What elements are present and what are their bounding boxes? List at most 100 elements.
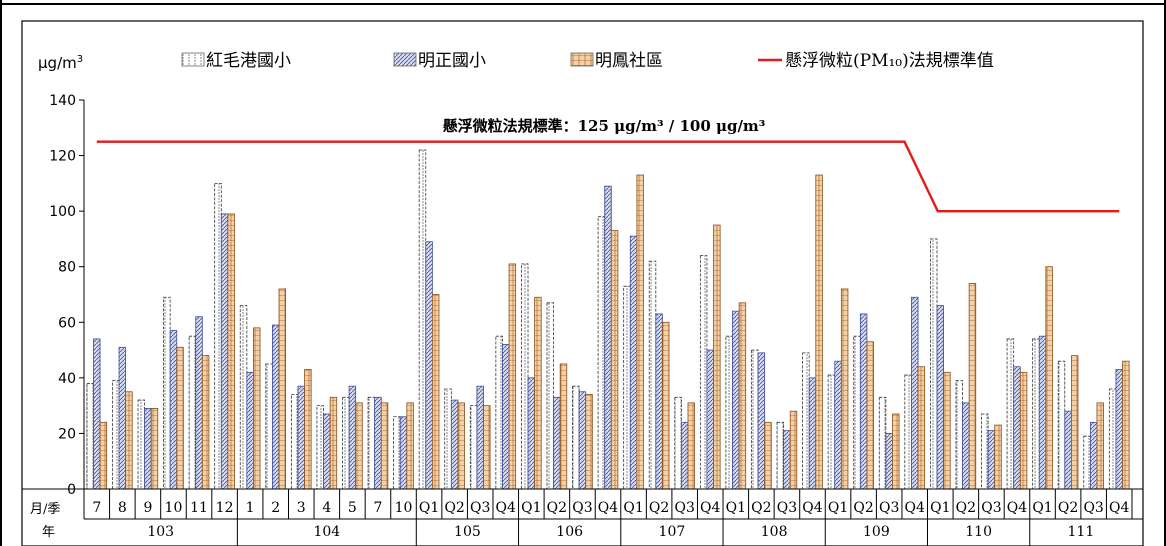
x-tick-label: 1	[246, 500, 255, 516]
bar	[834, 360, 842, 490]
bar	[629, 235, 638, 490]
x-tick-label: Q2	[1058, 500, 1078, 516]
bar	[597, 216, 606, 490]
bar	[112, 380, 120, 490]
bar	[853, 335, 861, 490]
year-label: 104	[313, 524, 340, 540]
bar	[380, 402, 389, 490]
bar	[444, 388, 452, 490]
bar	[278, 288, 287, 490]
bar	[827, 374, 836, 490]
bar	[1083, 435, 1091, 490]
bar	[469, 405, 478, 490]
x-tick-label: 12	[216, 500, 234, 516]
bar	[272, 324, 280, 490]
bar	[450, 399, 459, 490]
x-tick-label: Q2	[649, 500, 669, 516]
x-tick-label: Q4	[802, 500, 822, 516]
bar	[1089, 421, 1098, 490]
x-tick-label: Q2	[547, 500, 567, 516]
bar	[623, 285, 631, 490]
bar	[943, 371, 951, 490]
bar	[290, 394, 299, 490]
bar	[1122, 360, 1130, 490]
x-tick-label: 2	[271, 500, 280, 516]
x-tick-label: Q1	[828, 500, 848, 516]
bar	[1096, 402, 1104, 490]
bar	[483, 405, 491, 490]
y-axis-ticks: 0 20 40 60 80 100 120 140	[49, 93, 84, 498]
legend-swatch-mingzheng	[393, 52, 417, 67]
standard-line	[96, 140, 1120, 213]
bar	[706, 349, 714, 490]
bar	[348, 385, 357, 490]
bar	[425, 241, 433, 490]
x-tick-label: Q2	[853, 500, 873, 516]
bar	[808, 377, 817, 490]
bar	[578, 391, 587, 490]
bar	[125, 391, 133, 490]
bar	[662, 321, 670, 490]
bar	[936, 305, 944, 490]
bar	[1115, 369, 1123, 490]
bar	[476, 385, 484, 490]
x-tick-label: Q3	[777, 500, 797, 516]
y-tick-label: 20	[58, 426, 76, 442]
bar	[1032, 338, 1040, 490]
bar	[917, 366, 926, 490]
bar	[840, 288, 849, 490]
y-axis-unit: μg/m3	[38, 54, 83, 72]
y-tick-label: 0	[67, 482, 76, 498]
bar	[559, 363, 568, 490]
x-tick-label: Q1	[623, 500, 643, 516]
bar	[265, 363, 273, 490]
bar	[802, 352, 810, 490]
bar	[911, 296, 919, 490]
x-tick-label: Q3	[470, 500, 490, 516]
bar	[1019, 371, 1028, 490]
bar	[738, 302, 747, 490]
bar	[655, 313, 663, 490]
bar	[195, 316, 203, 490]
x-tick-label: Q1	[1032, 500, 1052, 516]
x-tick-label: Q4	[1109, 500, 1129, 516]
bar	[534, 296, 542, 490]
bar	[399, 416, 408, 490]
bar	[648, 260, 657, 490]
bar	[1006, 338, 1015, 490]
bar	[604, 185, 612, 490]
bar	[1108, 388, 1117, 490]
bar	[355, 402, 363, 490]
bar	[527, 377, 536, 490]
y-tick-label: 40	[58, 371, 76, 387]
bar	[118, 346, 127, 490]
bar-group	[137, 399, 159, 490]
bar	[546, 302, 554, 490]
bar	[201, 355, 210, 490]
standard-annotation: 懸浮微粒法規標準：125 μg/m³ / 100 μg/m³	[443, 117, 766, 135]
bar	[342, 396, 350, 490]
bar-groups	[86, 149, 1130, 490]
x-tick-label: 8	[118, 500, 127, 516]
x-tick-label: 4	[322, 500, 331, 516]
bar	[789, 410, 798, 490]
y-tick-label: 60	[58, 315, 76, 331]
bar	[955, 380, 963, 490]
y-tick-label: 100	[49, 204, 76, 220]
row-label-period: 月/季	[30, 502, 60, 517]
x-tick-label: Q2	[751, 500, 771, 516]
bar	[214, 182, 222, 490]
bar	[304, 369, 312, 490]
bar-group	[367, 396, 389, 490]
x-tick-label: 10	[395, 500, 413, 516]
x-tick-label: Q4	[700, 500, 720, 516]
x-tick-label: Q3	[981, 500, 1001, 516]
bar	[169, 330, 178, 490]
bar	[418, 149, 427, 490]
legend-label-mingzheng: 明正國小	[418, 51, 486, 71]
legend: 紅毛港國小 明正國小 明鳳社區 懸浮微粒(PM₁₀)法規標準值	[181, 51, 994, 71]
bar	[929, 238, 938, 490]
bar	[776, 421, 785, 490]
bar	[406, 402, 414, 490]
bar	[367, 396, 376, 490]
